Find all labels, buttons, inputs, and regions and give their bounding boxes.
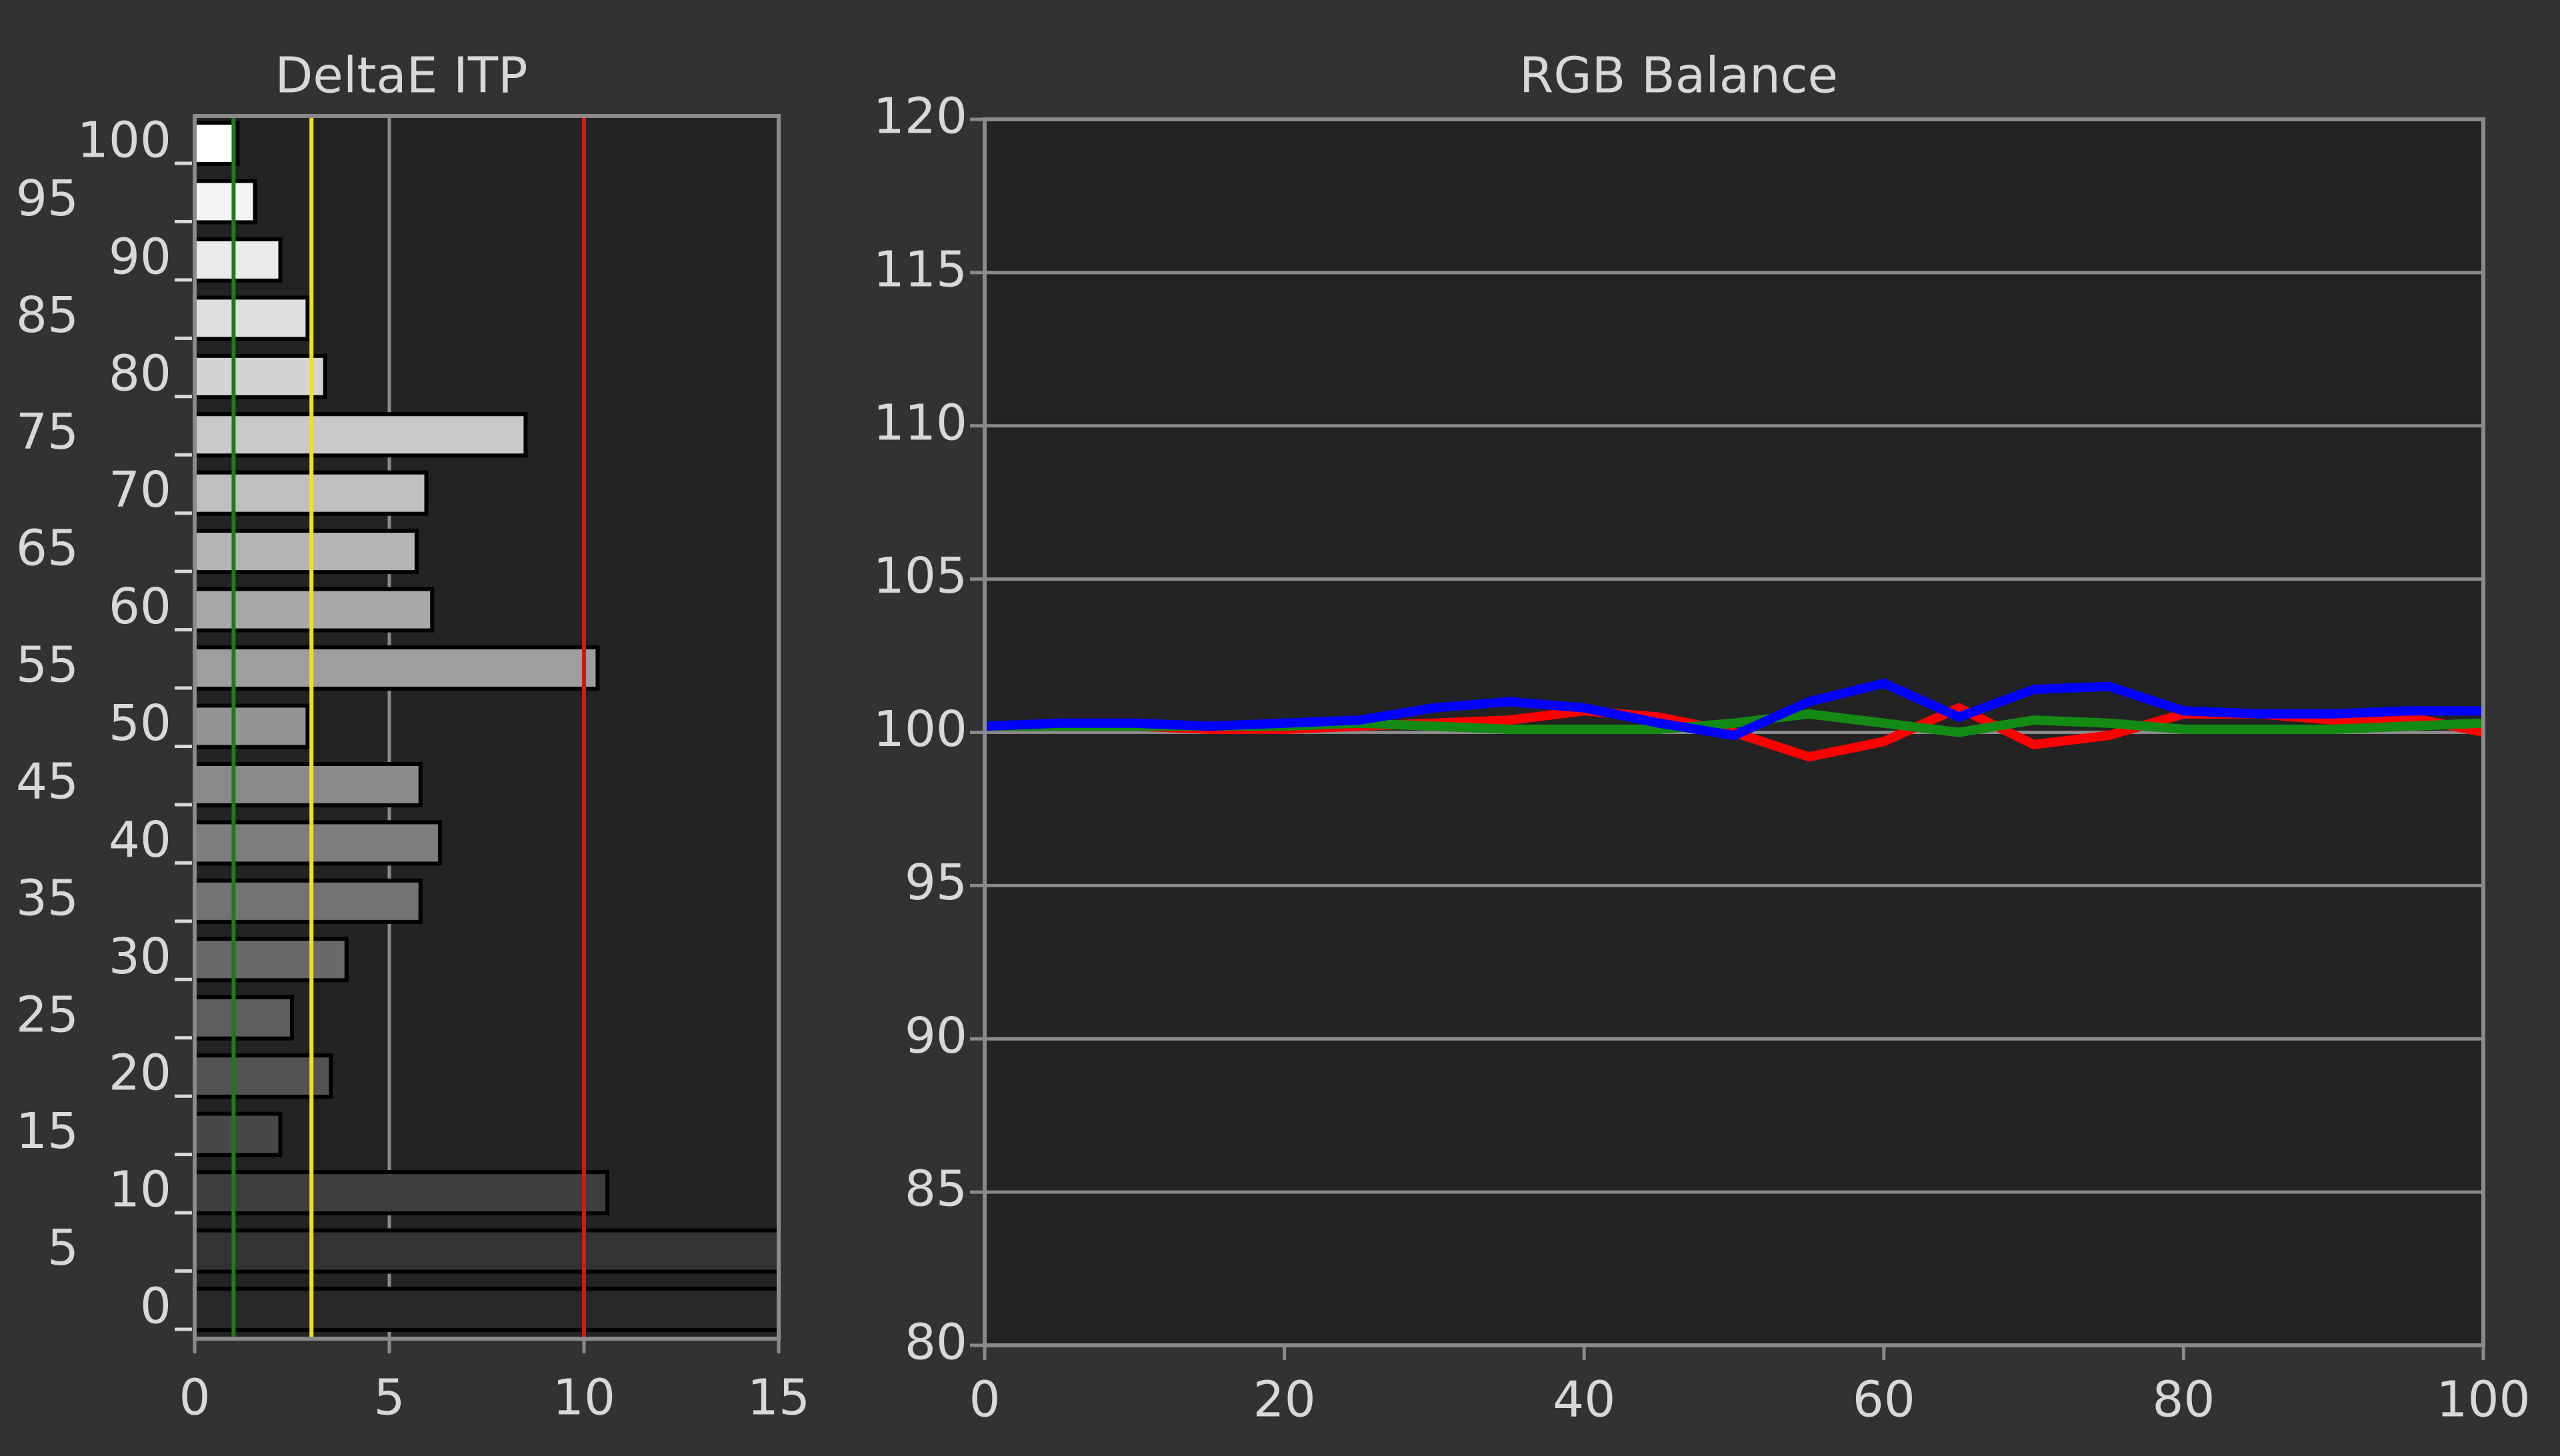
y-tick-label: 120 xyxy=(873,88,967,145)
bar xyxy=(193,1170,610,1216)
y-tick-label: 105 xyxy=(873,547,967,605)
y-tick-label: 70 xyxy=(109,461,171,519)
x-tick-label: 15 xyxy=(747,1369,810,1427)
y-tick-label: 60 xyxy=(109,578,171,635)
bar xyxy=(193,1111,283,1157)
bar xyxy=(193,937,349,983)
bar xyxy=(193,353,327,399)
bar xyxy=(193,121,240,166)
x-tick-label: 80 xyxy=(2152,1371,2215,1429)
y-tick-label: 115 xyxy=(873,241,967,298)
y-tick-label: 85 xyxy=(905,1161,967,1218)
x-tick-label: 60 xyxy=(1853,1371,1915,1429)
bar xyxy=(193,761,423,807)
plot-frame xyxy=(983,117,2485,1347)
x-tick-label: 40 xyxy=(1553,1371,1615,1429)
y-tick-label: 80 xyxy=(109,345,171,402)
y-tick-label: 100 xyxy=(873,701,967,758)
bar xyxy=(193,237,283,283)
y-tick-label: 100 xyxy=(77,112,171,169)
bar xyxy=(193,820,442,866)
y-tick-label: 30 xyxy=(109,928,171,985)
plot-frame xyxy=(193,114,781,1341)
y-tick-label: 95 xyxy=(905,854,967,911)
y-tick-label: 90 xyxy=(109,228,171,285)
x-tick-label: 100 xyxy=(2436,1371,2530,1429)
y-tick-label: 85 xyxy=(16,287,79,344)
bar xyxy=(193,1287,781,1332)
y-tick-label: 5 xyxy=(47,1219,79,1277)
y-tick-label: 0 xyxy=(140,1278,171,1335)
y-tick-label: 45 xyxy=(16,753,79,810)
bar xyxy=(193,878,423,924)
bar xyxy=(193,703,310,749)
y-tick-label: 75 xyxy=(16,403,79,461)
y-tick-label: 90 xyxy=(905,1007,967,1065)
y-tick-label: 110 xyxy=(873,394,967,451)
y-tick-label: 15 xyxy=(16,1103,79,1160)
y-tick-label: 50 xyxy=(109,695,171,752)
bar xyxy=(193,529,419,575)
x-tick-label: 5 xyxy=(373,1369,405,1427)
bar xyxy=(193,1228,781,1274)
x-tick-label: 0 xyxy=(969,1371,1000,1429)
series-line xyxy=(984,678,2483,741)
y-tick-label: 10 xyxy=(109,1161,171,1219)
x-tick-label: 10 xyxy=(553,1369,615,1427)
x-tick-label: 0 xyxy=(179,1369,210,1427)
bar xyxy=(193,995,294,1041)
y-tick-label: 55 xyxy=(16,637,79,694)
y-tick-label: 35 xyxy=(16,869,79,927)
bar xyxy=(193,295,310,341)
y-tick-label: 95 xyxy=(16,170,79,227)
y-tick-label: 25 xyxy=(16,986,79,1043)
y-tick-label: 40 xyxy=(109,811,171,869)
x-tick-label: 20 xyxy=(1253,1371,1316,1429)
chart-title: DeltaE ITP xyxy=(275,47,527,105)
bar xyxy=(193,179,257,225)
bar xyxy=(193,412,528,458)
y-tick-label: 20 xyxy=(109,1045,171,1102)
chart-title: RGB Balance xyxy=(1519,47,1838,105)
bar xyxy=(193,645,600,691)
y-tick-label: 80 xyxy=(905,1314,967,1371)
y-tick-label: 65 xyxy=(16,520,79,577)
